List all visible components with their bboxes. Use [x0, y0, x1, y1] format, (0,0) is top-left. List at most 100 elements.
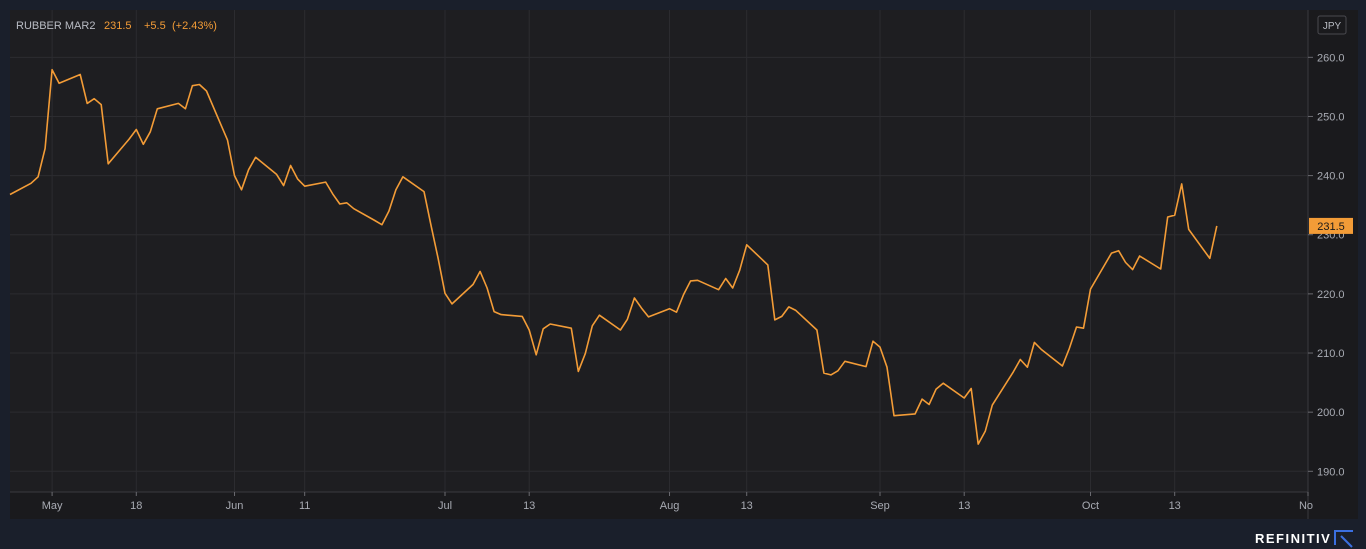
price-point	[527, 328, 531, 332]
price-point	[373, 219, 377, 223]
price-point	[569, 326, 573, 330]
price-point	[1075, 325, 1079, 329]
y-tick-label: 200.0	[1317, 407, 1345, 419]
price-point	[1173, 213, 1177, 217]
price-point	[1110, 251, 1114, 255]
price-point	[731, 286, 735, 290]
x-tick-label: 13	[1169, 500, 1181, 512]
price-point	[520, 314, 524, 318]
price-point	[289, 164, 293, 168]
price-point	[43, 146, 47, 150]
currency-badge[interactable]: JPY	[1317, 15, 1347, 35]
price-point	[485, 286, 489, 290]
price-point	[590, 324, 594, 328]
price-point	[1187, 227, 1191, 231]
price-point	[352, 207, 356, 211]
plot-area[interactable]	[10, 10, 1308, 492]
x-tick-label: 13	[958, 500, 970, 512]
price-point	[247, 168, 251, 172]
price-point	[1060, 364, 1064, 368]
price-point	[1215, 224, 1219, 228]
price-point	[99, 103, 103, 107]
price-point	[1131, 268, 1135, 272]
price-point	[892, 414, 896, 418]
x-tick-label: 11	[299, 500, 310, 512]
price-point	[682, 293, 686, 297]
y-tick-label: 220.0	[1317, 289, 1345, 301]
legend-last: 231.5	[104, 20, 132, 32]
price-point	[534, 353, 538, 357]
price-point	[597, 313, 601, 317]
y-tick-label: 260.0	[1317, 52, 1345, 64]
price-point	[478, 269, 482, 273]
price-point	[1089, 287, 1093, 291]
price-point	[380, 223, 384, 227]
price-point	[190, 84, 194, 88]
price-point	[934, 387, 938, 391]
price-point	[1124, 261, 1128, 265]
price-point	[338, 202, 342, 206]
price-point	[1067, 346, 1071, 350]
price-point	[183, 107, 187, 111]
price-point	[233, 174, 237, 178]
y-tick-label: 210.0	[1317, 348, 1345, 360]
price-point	[134, 128, 138, 132]
price-point	[1011, 370, 1015, 374]
price-point	[773, 318, 777, 322]
price-point	[176, 101, 180, 105]
price-point	[724, 277, 728, 281]
price-point	[787, 305, 791, 309]
price-point	[843, 359, 847, 363]
price-point	[282, 184, 286, 188]
price-point	[85, 101, 89, 105]
x-axis-strip	[10, 492, 1308, 519]
price-point	[1117, 249, 1121, 253]
price-point	[920, 397, 924, 401]
price-point	[618, 328, 622, 332]
currency-badge-box	[1317, 15, 1347, 35]
price-point	[625, 317, 629, 321]
price-point	[1018, 358, 1022, 362]
x-tick-label: 13	[523, 500, 535, 512]
price-point	[106, 162, 110, 166]
price-point	[941, 381, 945, 385]
price-point	[275, 172, 279, 176]
price-point	[436, 256, 440, 260]
price-point	[401, 175, 405, 179]
x-tick-label: No	[1299, 500, 1313, 512]
price-point	[983, 429, 987, 433]
legend-change-pct: (+2.43%)	[172, 20, 217, 32]
price-point	[766, 263, 770, 267]
price-point	[1208, 256, 1212, 260]
price-point	[78, 73, 82, 77]
y-tick-label: 250.0	[1317, 111, 1345, 123]
price-point	[197, 83, 201, 87]
x-tick-label: Jun	[226, 500, 244, 512]
price-point	[127, 137, 131, 141]
price-point	[57, 81, 61, 85]
brand-text: REFINITIV	[1255, 531, 1331, 546]
price-point	[969, 387, 973, 391]
price-point	[471, 282, 475, 286]
price-point	[499, 313, 503, 317]
last-price-marker: 231.5	[1309, 217, 1353, 234]
price-point	[640, 306, 644, 310]
price-point	[345, 201, 349, 205]
price-point	[864, 365, 868, 369]
price-point	[990, 403, 994, 407]
price-point	[1180, 182, 1184, 186]
price-point	[541, 327, 545, 331]
y-axis-strip	[1308, 10, 1358, 519]
price-point	[717, 288, 721, 292]
price-point	[668, 307, 672, 311]
price-point	[675, 310, 679, 314]
price-point	[815, 328, 819, 332]
price-point	[1025, 365, 1029, 369]
price-point	[296, 177, 300, 181]
price-point	[226, 138, 230, 142]
price-point	[794, 308, 798, 312]
price-point	[387, 209, 391, 213]
price-point	[492, 310, 496, 314]
price-point	[324, 180, 328, 184]
